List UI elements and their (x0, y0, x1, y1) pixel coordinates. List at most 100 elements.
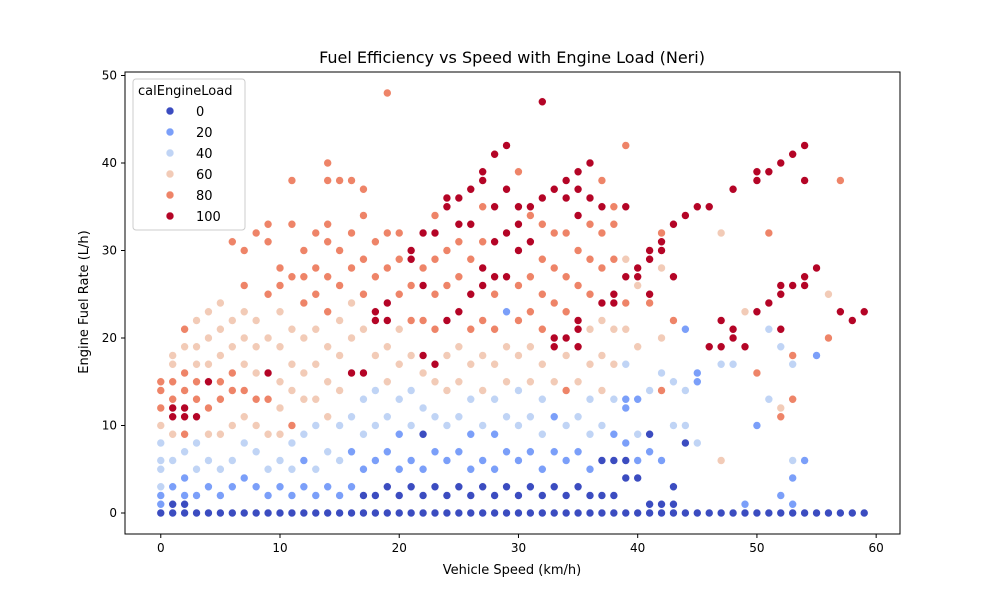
data-point (561, 386, 571, 395)
y-tick-label: 50 (102, 69, 117, 83)
data-point (490, 289, 499, 299)
data-point (549, 298, 559, 308)
data-point (371, 272, 380, 282)
data-point (180, 429, 189, 439)
data-point (573, 412, 583, 422)
data-point (454, 272, 464, 282)
data-point (347, 508, 356, 518)
data-point (299, 333, 309, 343)
data-point (478, 167, 487, 177)
data-point (549, 342, 559, 352)
data-point (359, 211, 368, 220)
data-point (776, 289, 786, 299)
data-point (359, 254, 368, 264)
data-point (478, 456, 487, 465)
data-point (597, 263, 607, 273)
data-point (156, 377, 166, 387)
data-point (335, 491, 344, 500)
data-point (216, 508, 225, 518)
data-point (609, 202, 619, 212)
data-point (561, 508, 571, 518)
data-point (263, 429, 273, 439)
data-point (645, 298, 654, 308)
data-point (216, 429, 225, 439)
data-point (478, 386, 487, 395)
data-point (514, 351, 523, 360)
data-point (776, 158, 786, 168)
data-point (168, 351, 177, 360)
data-point (359, 368, 368, 378)
data-point (561, 193, 571, 203)
data-point (669, 219, 678, 229)
data-point (752, 368, 762, 378)
data-point (275, 263, 285, 273)
data-point (561, 176, 571, 185)
data-point (693, 368, 702, 378)
data-point (573, 211, 583, 220)
data-point (502, 307, 511, 317)
data-point (454, 482, 464, 492)
data-point (502, 141, 511, 150)
data-point (561, 272, 571, 282)
data-point (418, 368, 428, 378)
data-point (514, 246, 523, 255)
data-point (287, 219, 297, 229)
data-point (549, 333, 559, 343)
data-point (239, 359, 249, 369)
data-point (239, 281, 249, 290)
data-point (311, 324, 321, 334)
data-point (263, 508, 273, 518)
data-point (168, 394, 177, 404)
data-point (406, 316, 416, 325)
data-point (597, 298, 607, 308)
data-point (383, 412, 392, 422)
data-point (538, 464, 547, 474)
data-point (621, 298, 631, 308)
data-point (788, 473, 797, 483)
data-point (526, 237, 535, 247)
data-point (812, 263, 821, 273)
data-point (538, 429, 547, 439)
legend-marker (165, 106, 175, 116)
data-point (335, 246, 344, 255)
data-point (383, 447, 392, 457)
data-point (180, 412, 189, 422)
data-point (764, 167, 774, 177)
data-point (347, 482, 356, 492)
data-point (716, 456, 726, 465)
data-point (454, 508, 464, 518)
data-point (239, 412, 249, 422)
data-point (263, 491, 273, 500)
y-tick-label: 0 (109, 506, 117, 520)
data-point (776, 324, 786, 334)
data-point (299, 394, 309, 404)
data-point (538, 193, 547, 203)
data-point (836, 307, 845, 317)
data-point (394, 289, 404, 299)
data-point (478, 281, 487, 290)
data-point (621, 202, 631, 212)
legend-marker (165, 169, 175, 179)
data-point (263, 368, 273, 378)
data-point (466, 289, 476, 299)
data-point (728, 508, 738, 518)
data-point (406, 508, 416, 518)
data-point (180, 491, 189, 500)
data-point (609, 359, 619, 369)
data-point (549, 228, 559, 238)
y-tick-label: 20 (102, 331, 117, 345)
x-axis-label: Vehicle Speed (km/h) (443, 563, 581, 578)
data-point (812, 351, 821, 360)
data-point (681, 324, 690, 334)
legend-label: 20 (196, 126, 213, 141)
data-point (466, 359, 476, 369)
data-point (228, 482, 237, 492)
data-point (359, 464, 368, 474)
data-point (275, 377, 285, 387)
data-point (228, 368, 237, 378)
data-point (561, 491, 571, 500)
data-point (621, 438, 631, 448)
data-point (323, 508, 332, 518)
data-point (406, 254, 416, 264)
data-point (549, 184, 559, 194)
